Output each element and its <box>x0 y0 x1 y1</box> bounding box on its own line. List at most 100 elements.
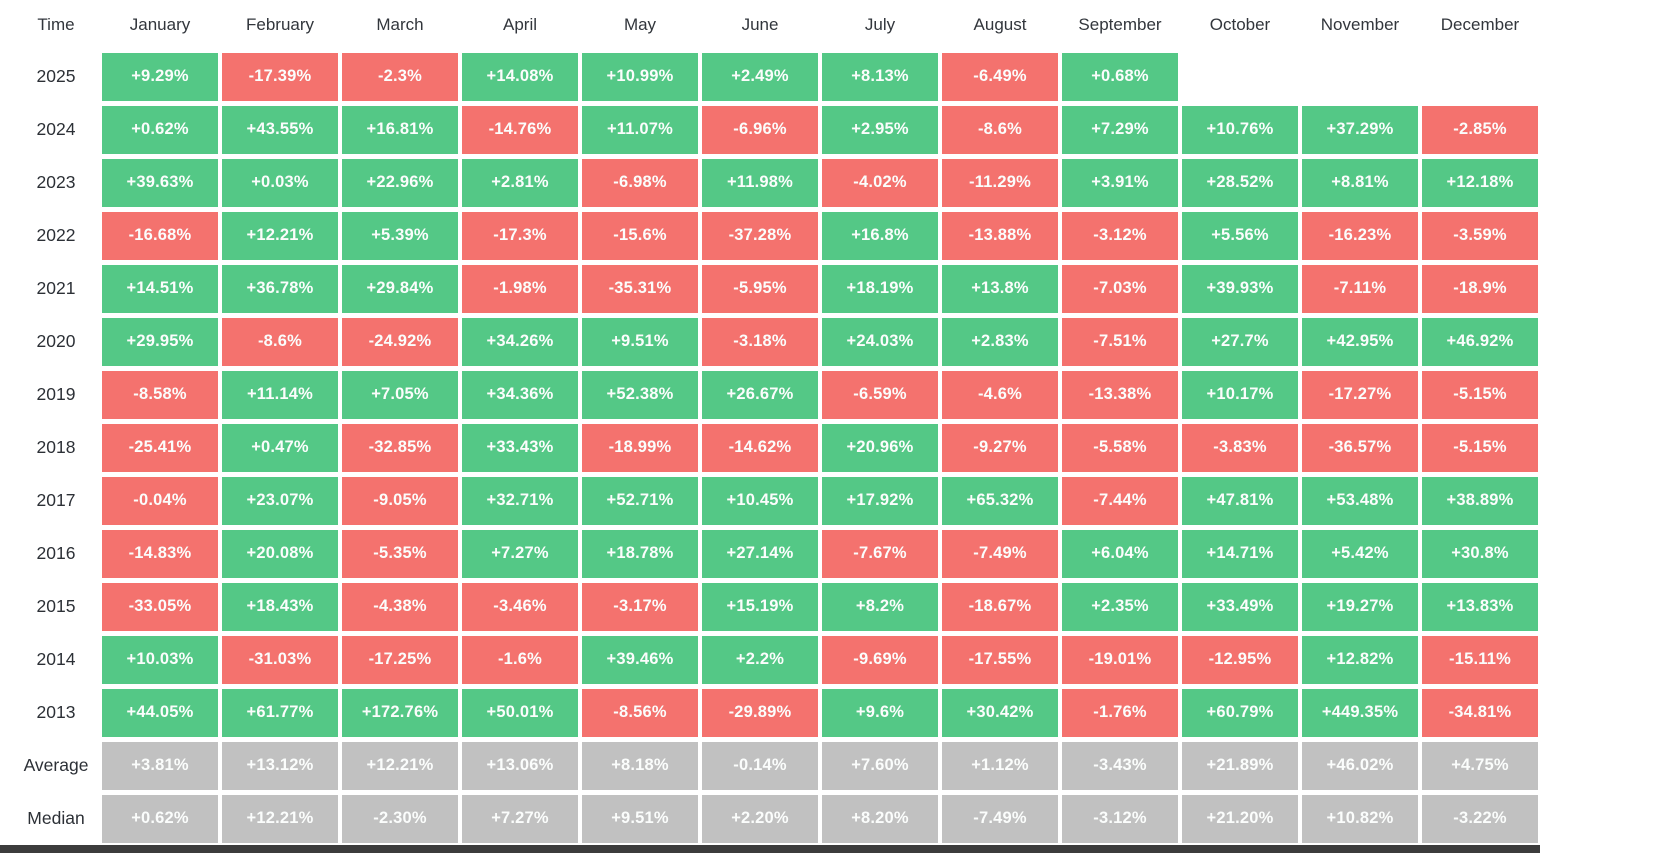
return-cell-2019-march: +7.05% <box>342 370 458 419</box>
row-label-2018: 2018 <box>36 437 76 457</box>
cell-slot-median-december: -3.22% <box>1420 792 1540 845</box>
row-label-2020: 2020 <box>36 331 76 351</box>
return-cell-2020-august: +2.83% <box>942 317 1058 366</box>
cell-slot-2017-april: +32.71% <box>460 474 580 527</box>
row-label-2019: 2019 <box>36 384 76 404</box>
return-cell-2021-january: +14.51% <box>102 264 218 313</box>
return-cell-median-november: +10.82% <box>1302 794 1418 843</box>
return-cell-2017-september: -7.44% <box>1062 476 1178 525</box>
cell-slot-2013-august: +30.42% <box>940 686 1060 739</box>
return-cell-median-april: +7.27% <box>462 794 578 843</box>
return-cell-2022-november: -16.23% <box>1302 211 1418 260</box>
cell-slot-2024-february: +43.55% <box>220 103 340 156</box>
return-cell-2019-july: -6.59% <box>822 370 938 419</box>
return-cell-2022-august: -13.88% <box>942 211 1058 260</box>
return-cell-average-february: +13.12% <box>222 741 338 790</box>
return-cell-2019-january: -8.58% <box>102 370 218 419</box>
cell-slot-2025-november <box>1300 50 1420 103</box>
cell-slot-2018-june: -14.62% <box>700 421 820 474</box>
return-cell-2021-december: -18.9% <box>1422 264 1538 313</box>
return-cell-2023-october: +28.52% <box>1182 158 1298 207</box>
return-cell-2022-may: -15.6% <box>582 211 698 260</box>
column-header-november: November <box>1320 15 1400 34</box>
cell-slot-2023-september: +3.91% <box>1060 156 1180 209</box>
return-cell-2022-april: -17.3% <box>462 211 578 260</box>
cell-slot-2019-january: -8.58% <box>100 368 220 421</box>
cell-slot-2020-february: -8.6% <box>220 315 340 368</box>
return-cell-average-september: -3.43% <box>1062 741 1178 790</box>
cell-slot-2018-january: -25.41% <box>100 421 220 474</box>
return-cell-2018-june: -14.62% <box>702 423 818 472</box>
return-cell-2018-april: +33.43% <box>462 423 578 472</box>
return-cell-2020-december: +46.92% <box>1422 317 1538 366</box>
cell-slot-2014-october: -12.95% <box>1180 633 1300 686</box>
cell-slot-2020-january: +29.95% <box>100 315 220 368</box>
horizontal-scrollbar[interactable] <box>0 845 1540 853</box>
row-label-2014: 2014 <box>36 649 76 669</box>
return-cell-2022-february: +12.21% <box>222 211 338 260</box>
cell-slot-2024-march: +16.81% <box>340 103 460 156</box>
return-cell-2025-february: -17.39% <box>222 52 338 101</box>
return-cell-2015-april: -3.46% <box>462 582 578 631</box>
cell-slot-2023-december: +12.18% <box>1420 156 1540 209</box>
cell-slot-average-june: -0.14% <box>700 739 820 792</box>
return-cell-2016-december: +30.8% <box>1422 529 1538 578</box>
return-cell-2014-july: -9.69% <box>822 635 938 684</box>
cell-slot-2021-january: +14.51% <box>100 262 220 315</box>
cell-slot-2021-october: +39.93% <box>1180 262 1300 315</box>
return-cell-2021-april: -1.98% <box>462 264 578 313</box>
cell-slot-2019-september: -13.38% <box>1060 368 1180 421</box>
cell-slot-2017-january: -0.04% <box>100 474 220 527</box>
cell-slot-2015-april: -3.46% <box>460 580 580 633</box>
cell-slot-median-october: +21.20% <box>1180 792 1300 845</box>
return-cell-2024-april: -14.76% <box>462 105 578 154</box>
cell-slot-2024-may: +11.07% <box>580 103 700 156</box>
return-cell-2025-april: +14.08% <box>462 52 578 101</box>
return-cell-2013-february: +61.77% <box>222 688 338 737</box>
return-cell-median-september: -3.12% <box>1062 794 1178 843</box>
return-cell-2022-september: -3.12% <box>1062 211 1178 260</box>
return-cell-2016-may: +18.78% <box>582 529 698 578</box>
return-cell-2015-june: +15.19% <box>702 582 818 631</box>
return-cell-2014-november: +12.82% <box>1302 635 1418 684</box>
return-cell-2025-august: -6.49% <box>942 52 1058 101</box>
return-cell-2022-july: +16.8% <box>822 211 938 260</box>
return-cell-2023-december: +12.18% <box>1422 158 1538 207</box>
cell-slot-2022-november: -16.23% <box>1300 209 1420 262</box>
return-cell-2021-may: -35.31% <box>582 264 698 313</box>
cell-slot-2021-april: -1.98% <box>460 262 580 315</box>
return-cell-2014-june: +2.2% <box>702 635 818 684</box>
return-cell-2016-june: +27.14% <box>702 529 818 578</box>
return-cell-2024-june: -6.96% <box>702 105 818 154</box>
return-cell-2019-august: -4.6% <box>942 370 1058 419</box>
return-cell-2013-july: +9.6% <box>822 688 938 737</box>
return-cell-average-january: +3.81% <box>102 741 218 790</box>
cell-slot-2025-may: +10.99% <box>580 50 700 103</box>
cell-slot-2024-june: -6.96% <box>700 103 820 156</box>
return-cell-2024-july: +2.95% <box>822 105 938 154</box>
cell-slot-2025-june: +2.49% <box>700 50 820 103</box>
cell-slot-median-june: +2.20% <box>700 792 820 845</box>
row-label-2025: 2025 <box>36 66 76 86</box>
cell-slot-2024-august: -8.6% <box>940 103 1060 156</box>
cell-slot-2016-february: +20.08% <box>220 527 340 580</box>
column-header-august: August <box>973 15 1027 34</box>
cell-slot-2020-october: +27.7% <box>1180 315 1300 368</box>
cell-slot-2018-july: +20.96% <box>820 421 940 474</box>
return-cell-2024-february: +43.55% <box>222 105 338 154</box>
cell-slot-2014-august: -17.55% <box>940 633 1060 686</box>
cell-slot-median-january: +0.62% <box>100 792 220 845</box>
return-cell-2013-september: -1.76% <box>1062 688 1178 737</box>
return-cell-median-february: +12.21% <box>222 794 338 843</box>
cell-slot-2022-february: +12.21% <box>220 209 340 262</box>
cell-slot-2017-september: -7.44% <box>1060 474 1180 527</box>
row-label-2015: 2015 <box>36 596 76 616</box>
return-cell-2022-june: -37.28% <box>702 211 818 260</box>
cell-slot-2019-november: -17.27% <box>1300 368 1420 421</box>
return-cell-median-july: +8.20% <box>822 794 938 843</box>
return-cell-2023-april: +2.81% <box>462 158 578 207</box>
return-cell-average-october: +21.89% <box>1182 741 1298 790</box>
cell-slot-2013-september: -1.76% <box>1060 686 1180 739</box>
return-cell-2013-november: +449.35% <box>1302 688 1418 737</box>
return-cell-2019-february: +11.14% <box>222 370 338 419</box>
